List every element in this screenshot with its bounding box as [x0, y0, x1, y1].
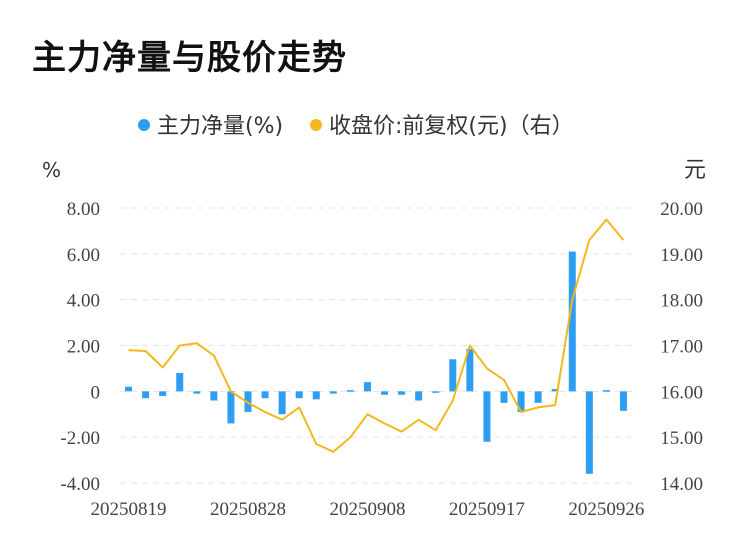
right-axis-tick-label: 16.00: [660, 382, 703, 403]
net-volume-bar: [568, 251, 576, 392]
right-axis-tick-label: 15.00: [660, 428, 703, 449]
net-volume-bar: [517, 391, 525, 412]
left-axis-tick-label: -2.00: [60, 428, 100, 449]
net-volume-bar: [346, 390, 354, 392]
left-axis-ticks: 8.00 6.00 4.00 2.00 0 -2.00 -4.00: [60, 199, 100, 495]
legend-marker-close-price: [310, 119, 322, 131]
net-volume-bar: [500, 391, 508, 403]
net-volume-bar: [432, 391, 440, 393]
gridlines: [120, 207, 632, 484]
net-volume-bar: [449, 359, 457, 392]
net-volume-bar: [261, 391, 269, 399]
right-axis-tick-label: 19.00: [660, 245, 703, 266]
bar-series: [125, 251, 627, 474]
legend-label-net-volume: 主力净量(%): [157, 114, 283, 139]
net-volume-bar: [312, 391, 320, 400]
left-axis-tick-label: -4.00: [60, 474, 100, 495]
net-volume-bar: [398, 391, 406, 395]
chart-title: 主力净量与股价走势: [32, 38, 347, 78]
x-axis-tick-label: 20250908: [329, 499, 405, 520]
net-volume-bar: [159, 391, 167, 396]
close-price-line: [128, 218, 625, 453]
net-volume-bar: [585, 391, 593, 474]
right-axis-ticks: 20.00 19.00 18.00 17.00 16.00 15.00 14.00: [660, 199, 703, 495]
net-volume-bar: [125, 386, 133, 392]
left-axis-tick-label: 6.00: [67, 245, 100, 266]
right-axis-tick-label: 18.00: [660, 291, 703, 312]
right-axis-tick-label: 20.00: [660, 199, 703, 220]
net-volume-bar: [176, 373, 184, 392]
net-volume-bar: [483, 391, 491, 442]
x-axis-tick-label: 20250926: [568, 499, 644, 520]
left-axis-tick-label: 4.00: [67, 291, 100, 312]
net-volume-bar: [295, 391, 303, 399]
right-axis-tick-label: 17.00: [660, 337, 703, 358]
net-volume-bar: [619, 391, 627, 411]
x-axis-tick-label: 20250828: [210, 499, 286, 520]
left-axis-tick-label: 2.00: [67, 337, 100, 358]
net-volume-bar: [534, 391, 542, 403]
x-axis-tick-label: 20250819: [91, 499, 167, 520]
net-volume-bar: [381, 391, 389, 395]
x-axis-tick-label: 20250917: [449, 499, 525, 520]
x-axis-ticks: 20250819 20250828 20250908 20250917 20250926: [91, 499, 645, 520]
legend: 主力净量(%) 收盘价:前复权(元)（右）: [138, 114, 574, 139]
net-volume-bar: [551, 389, 559, 392]
left-axis-unit: %: [42, 158, 61, 182]
net-volume-bar: [227, 391, 235, 424]
net-volume-bar: [363, 382, 371, 392]
net-volume-bar: [278, 391, 286, 415]
net-volume-bar: [142, 391, 150, 399]
left-axis-tick-label: 0: [91, 382, 101, 403]
legend-label-close-price: 收盘价:前复权(元)（右）: [329, 114, 574, 139]
right-axis-tick-label: 14.00: [660, 474, 703, 495]
right-axis-unit: 元: [684, 158, 706, 183]
left-axis-tick-label: 8.00: [67, 199, 100, 220]
net-volume-bar: [193, 391, 201, 394]
net-volume-bar: [210, 391, 218, 401]
line-series: [128, 218, 625, 453]
net-volume-bar: [466, 348, 474, 392]
net-volume-bar: [415, 391, 423, 401]
net-volume-bar: [602, 390, 610, 392]
net-volume-bar: [329, 391, 337, 394]
legend-marker-net-volume: [138, 119, 150, 131]
